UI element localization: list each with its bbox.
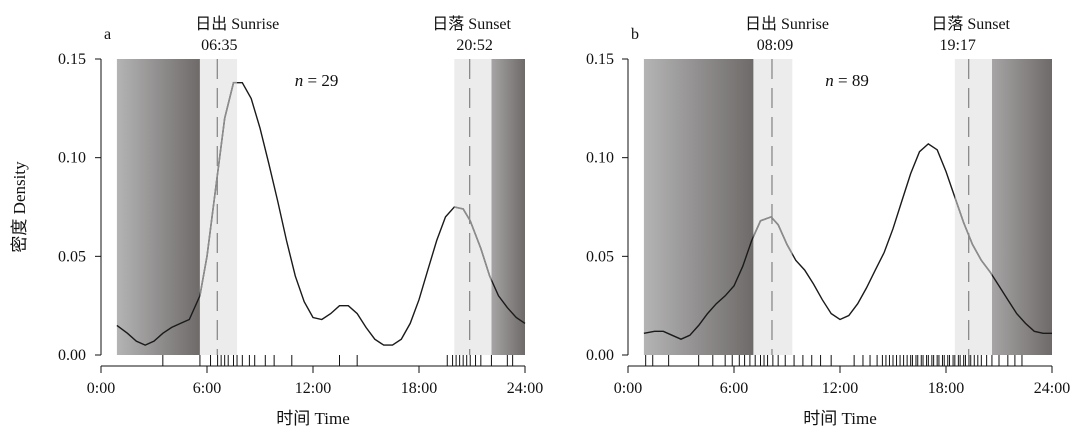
panel-a: 0.00 0.05 0.10 0.15 0:00 6:00 12:00 18:00 24:00 a…	[58, 15, 543, 428]
x-tick-label: 24:00	[1034, 380, 1070, 397]
twilight-band	[753, 59, 793, 355]
x-axis-title: 时间 Time	[276, 409, 350, 428]
sunset-label: 日落 Sunset	[931, 15, 1010, 33]
sunrise-time: 06:35	[201, 37, 237, 54]
sunrise-time: 08:09	[757, 37, 793, 54]
sample-size-symbol: n	[825, 71, 834, 90]
night-shading	[491, 59, 525, 355]
y-tick-label: 0.05	[586, 248, 614, 265]
y-tick-label: 0.10	[586, 150, 614, 167]
x-tick-label: 0:00	[87, 380, 115, 397]
density-curve-twilight	[954, 194, 992, 277]
x-tick-label: 0:00	[614, 380, 642, 397]
night-shading	[991, 59, 1052, 355]
x-tick-label: 18:00	[928, 380, 964, 397]
y-tick-label: 0.10	[58, 150, 86, 167]
twilight-band	[954, 59, 992, 355]
sample-size-label: n = 29	[295, 71, 339, 90]
x-tick-label: 24:00	[507, 380, 543, 397]
y-tick-label: 0.15	[58, 51, 86, 68]
sample-size-label: n = 89	[825, 71, 869, 90]
twilight-band	[454, 59, 492, 355]
y-tick-label: 0.05	[58, 248, 86, 265]
night-shading	[116, 59, 200, 355]
x-tick-label: 12:00	[822, 380, 858, 397]
x-tick-label: 12:00	[295, 380, 331, 397]
density-curve-twilight	[454, 206, 492, 282]
panel-label: b	[631, 26, 639, 43]
night-shading	[643, 59, 754, 355]
x-tick-label: 6:00	[720, 380, 748, 397]
sample-size-value: = 29	[303, 71, 338, 90]
panel-label: a	[104, 26, 111, 43]
sunset-time: 20:52	[456, 37, 492, 54]
x-tick-label: 6:00	[193, 380, 221, 397]
x-tick-label: 18:00	[401, 380, 437, 397]
sunset-label: 日落 Sunset	[432, 15, 511, 33]
sunrise-label: 日出 Sunrise	[745, 15, 829, 33]
sample-size-symbol: n	[295, 71, 304, 90]
y-tick-label: 0.15	[586, 51, 614, 68]
sunset-time: 19:17	[939, 37, 975, 54]
sunrise-label: 日出 Sunrise	[195, 15, 279, 33]
y-tick-label: 0.00	[58, 347, 86, 364]
x-axis-title: 时间 Time	[803, 409, 877, 428]
twilight-band	[199, 59, 238, 355]
y-axis-title: 密度 Density	[10, 161, 29, 253]
panel-b: 0.00 0.05 0.10 0.15 0:00 6:00 12:00 18:00 24:00 b…	[586, 15, 1070, 428]
y-tick-label: 0.00	[586, 347, 614, 364]
sample-size-value: = 89	[834, 71, 869, 90]
